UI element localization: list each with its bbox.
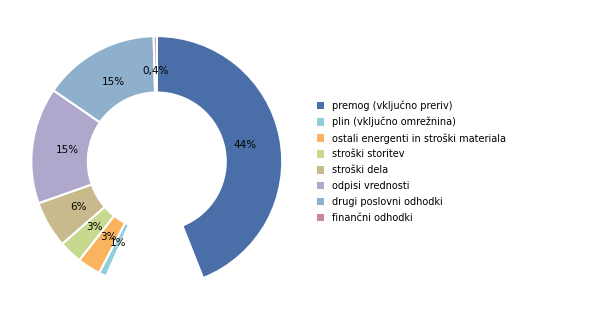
Text: 3%: 3% [86, 222, 103, 232]
Wedge shape [154, 36, 157, 92]
Wedge shape [62, 207, 114, 260]
Legend: premog (vključno preriv), plin (vključno omrežnina), ostali energenti in stroški: premog (vključno preriv), plin (vključno… [317, 100, 506, 223]
Text: 0,4%: 0,4% [142, 66, 169, 76]
Wedge shape [39, 184, 105, 244]
Wedge shape [31, 90, 100, 203]
Wedge shape [106, 224, 203, 287]
Wedge shape [99, 223, 129, 276]
Text: 44%: 44% [234, 140, 257, 150]
Wedge shape [54, 36, 155, 122]
Text: 3%: 3% [99, 233, 116, 243]
Wedge shape [79, 216, 125, 273]
Wedge shape [157, 36, 282, 278]
Text: 15%: 15% [103, 77, 125, 87]
Text: 1%: 1% [110, 238, 126, 248]
Text: 6%: 6% [71, 202, 87, 212]
Text: 15%: 15% [55, 145, 79, 155]
